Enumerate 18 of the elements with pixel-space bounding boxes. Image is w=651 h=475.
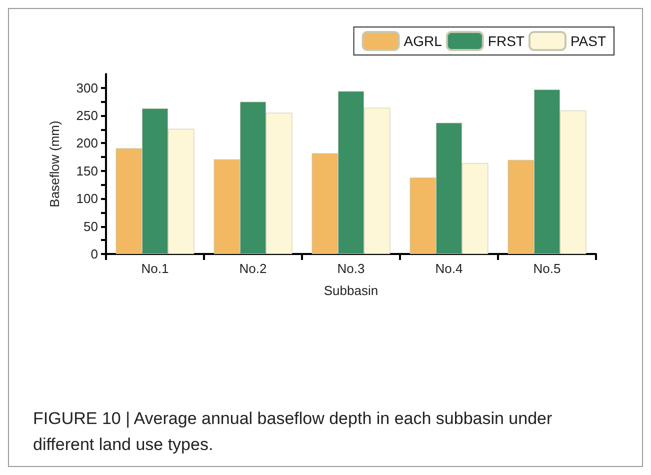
- legend-label: FRST: [488, 33, 525, 49]
- x-axis-title: Subbasin: [324, 283, 378, 298]
- y-tick-label: 0: [90, 246, 98, 262]
- y-tick-label: 250: [76, 108, 98, 124]
- y-tick-label: 50: [84, 218, 98, 234]
- y-tick-label: 200: [76, 136, 98, 151]
- y-tick-label: 300: [76, 80, 98, 96]
- x-tick-label: No.4: [435, 261, 463, 276]
- legend-label: AGRL: [404, 33, 442, 49]
- x-tick-label: No.3: [337, 261, 365, 276]
- legend-label: PAST: [570, 33, 606, 49]
- y-tick-label: 150: [76, 163, 98, 178]
- y-tick-label: 100: [76, 191, 98, 206]
- x-tick-label: No.1: [141, 261, 169, 276]
- x-tick-label: No.2: [239, 261, 267, 276]
- caption: FIGURE 10 | Average annual baseflow depth in each subbasin under different land use types.: [33, 408, 554, 456]
- y-axis-title: Baseflow (mm): [47, 120, 62, 208]
- x-tick-label: No.5: [533, 261, 561, 276]
